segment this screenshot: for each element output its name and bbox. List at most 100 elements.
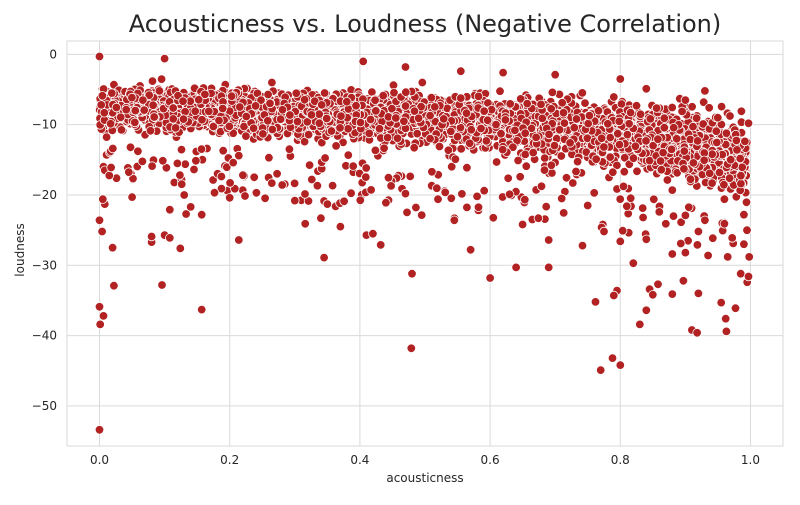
data-point	[402, 207, 412, 218]
data-point	[222, 162, 232, 172]
data-point	[342, 96, 352, 107]
data-point	[98, 311, 109, 321]
data-point	[361, 172, 371, 182]
data-point	[387, 103, 397, 114]
data-point	[465, 138, 475, 149]
data-point	[714, 167, 725, 178]
data-point	[628, 258, 639, 268]
data-point	[94, 425, 105, 435]
plot-border	[66, 40, 784, 447]
data-point	[590, 297, 601, 307]
data-point	[608, 167, 618, 177]
data-point	[609, 92, 619, 102]
data-point	[680, 210, 691, 221]
data-point	[366, 185, 376, 195]
data-point	[218, 145, 228, 156]
data-point	[426, 92, 437, 103]
data-point	[505, 99, 515, 109]
data-point	[379, 143, 389, 154]
data-point	[677, 106, 687, 117]
data-point	[719, 219, 730, 229]
data-point	[479, 106, 489, 116]
data-point	[267, 77, 277, 88]
data-point	[343, 124, 353, 134]
data-point	[556, 151, 567, 161]
data-point	[653, 134, 663, 144]
data-point	[726, 154, 736, 165]
data-point	[209, 187, 220, 198]
y-axis-label: loudness	[13, 223, 27, 276]
data-point	[462, 162, 472, 173]
data-point	[300, 189, 310, 199]
data-point	[235, 102, 245, 112]
data-point	[698, 119, 708, 129]
data-point	[700, 86, 710, 96]
data-point	[137, 156, 148, 167]
data-point	[504, 189, 515, 200]
data-point	[743, 271, 754, 282]
data-point	[196, 304, 207, 315]
data-point	[267, 178, 277, 188]
data-point	[241, 111, 252, 122]
data-point	[736, 106, 747, 117]
data-point	[302, 117, 313, 127]
data-point	[433, 194, 443, 204]
data-point	[732, 145, 742, 155]
data-point	[446, 126, 456, 137]
data-point	[520, 194, 530, 205]
y-tick-label: −10	[32, 118, 57, 132]
data-point	[589, 188, 599, 198]
data-point	[462, 202, 472, 213]
data-point	[392, 133, 403, 144]
data-point	[515, 172, 525, 182]
data-point	[691, 113, 702, 123]
data-point	[544, 235, 554, 245]
data-point	[693, 226, 704, 237]
data-point	[249, 172, 259, 183]
data-point	[685, 174, 696, 184]
data-point	[133, 146, 143, 157]
data-point	[666, 144, 677, 155]
data-point	[104, 170, 115, 181]
data-point	[676, 238, 686, 249]
data-point	[481, 136, 492, 146]
data-point	[292, 116, 303, 127]
data-point	[628, 153, 639, 163]
data-point	[680, 247, 691, 258]
data-point	[405, 171, 415, 182]
data-point	[172, 158, 183, 169]
data-point	[565, 138, 575, 148]
data-point	[736, 170, 746, 181]
data-point	[358, 56, 368, 67]
data-point	[591, 154, 601, 164]
data-point	[101, 132, 112, 142]
data-point	[740, 136, 750, 147]
data-point	[554, 125, 565, 135]
data-point	[461, 108, 472, 118]
data-point	[631, 100, 642, 111]
data-point	[559, 118, 570, 128]
data-point	[447, 161, 457, 172]
data-point	[655, 156, 666, 166]
data-point	[547, 87, 558, 98]
data-point	[165, 204, 175, 215]
data-point	[108, 143, 118, 154]
data-point	[175, 243, 186, 254]
data-point	[705, 168, 715, 179]
data-point	[571, 166, 581, 177]
data-point	[550, 69, 560, 80]
data-point	[130, 117, 140, 128]
data-point	[678, 276, 689, 286]
data-point	[99, 108, 110, 118]
data-point	[400, 188, 411, 199]
data-point	[168, 103, 178, 113]
data-point	[376, 240, 386, 250]
data-point	[400, 62, 411, 72]
data-point	[638, 212, 648, 223]
data-point	[645, 114, 656, 124]
data-point	[386, 181, 396, 191]
data-point	[721, 326, 732, 337]
data-point	[466, 124, 477, 135]
data-point	[488, 213, 499, 223]
